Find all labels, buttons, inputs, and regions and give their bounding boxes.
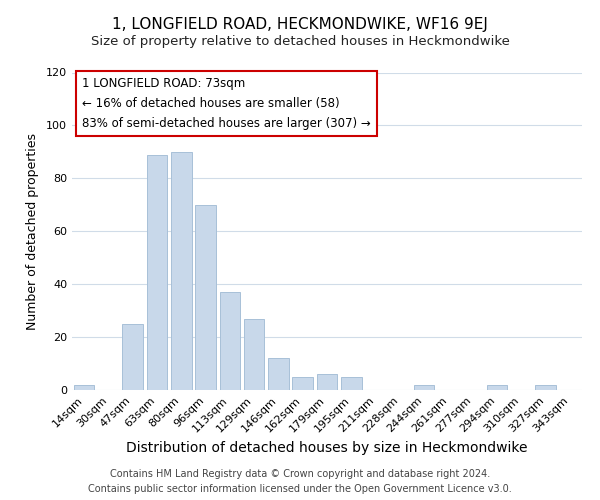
Bar <box>220 292 240 390</box>
Bar <box>171 152 191 390</box>
Bar <box>487 384 508 390</box>
Text: 1 LONGFIELD ROAD: 73sqm
← 16% of detached houses are smaller (58)
83% of semi-de: 1 LONGFIELD ROAD: 73sqm ← 16% of detache… <box>82 78 371 130</box>
Bar <box>317 374 337 390</box>
X-axis label: Distribution of detached houses by size in Heckmondwike: Distribution of detached houses by size … <box>126 441 528 455</box>
Y-axis label: Number of detached properties: Number of detached properties <box>26 132 39 330</box>
Bar <box>268 358 289 390</box>
Bar <box>292 377 313 390</box>
Bar <box>414 384 434 390</box>
Text: 1, LONGFIELD ROAD, HECKMONDWIKE, WF16 9EJ: 1, LONGFIELD ROAD, HECKMONDWIKE, WF16 9E… <box>112 18 488 32</box>
Text: Size of property relative to detached houses in Heckmondwike: Size of property relative to detached ho… <box>91 35 509 48</box>
Bar <box>146 154 167 390</box>
Bar <box>244 318 265 390</box>
Text: Contains HM Land Registry data © Crown copyright and database right 2024.
Contai: Contains HM Land Registry data © Crown c… <box>88 469 512 494</box>
Bar <box>535 384 556 390</box>
Bar <box>74 384 94 390</box>
Bar <box>341 377 362 390</box>
Bar <box>195 205 216 390</box>
Bar <box>122 324 143 390</box>
